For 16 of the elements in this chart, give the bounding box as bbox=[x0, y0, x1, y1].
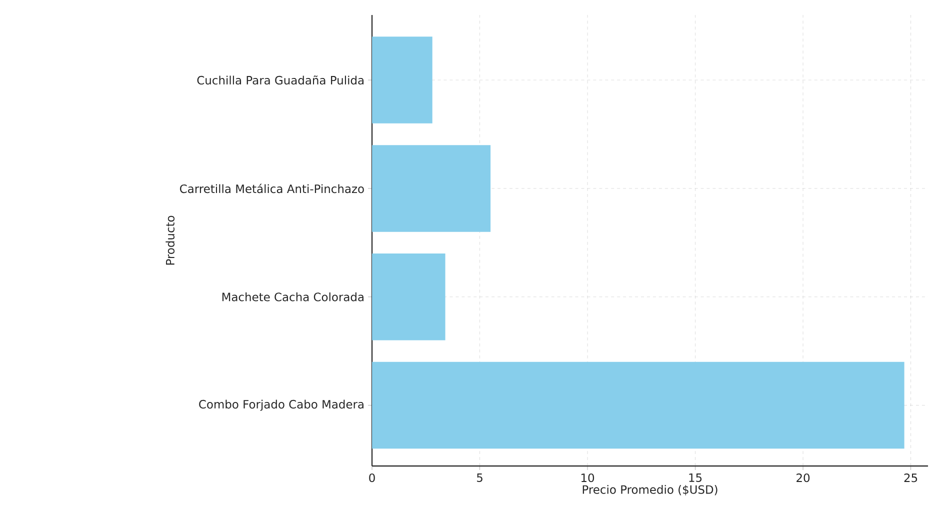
bar bbox=[372, 145, 491, 232]
x-tick-label: 20 bbox=[796, 474, 810, 482]
bar bbox=[372, 36, 432, 124]
x-tick-label: 0 bbox=[369, 474, 375, 482]
y-tick-label: Cuchilla Para Guadaña Pulida bbox=[197, 76, 364, 85]
y-tick-label: Carretilla Metálica Anti-Pinchazo bbox=[180, 184, 364, 194]
y-tick-label: Machete Cacha Colorada bbox=[222, 292, 364, 302]
y-tick-label: Combo Forjado Cabo Madera bbox=[199, 400, 364, 411]
bar bbox=[372, 253, 446, 340]
x-tick-label: 5 bbox=[477, 474, 482, 482]
bar bbox=[372, 362, 904, 449]
y-axis-title: Producto bbox=[166, 216, 175, 265]
x-tick-label: 25 bbox=[904, 474, 918, 482]
x-tick-label: 15 bbox=[689, 474, 702, 482]
x-tick-label: 10 bbox=[581, 474, 594, 482]
x-axis-title: Precio Promedio ($USD) bbox=[582, 485, 718, 496]
